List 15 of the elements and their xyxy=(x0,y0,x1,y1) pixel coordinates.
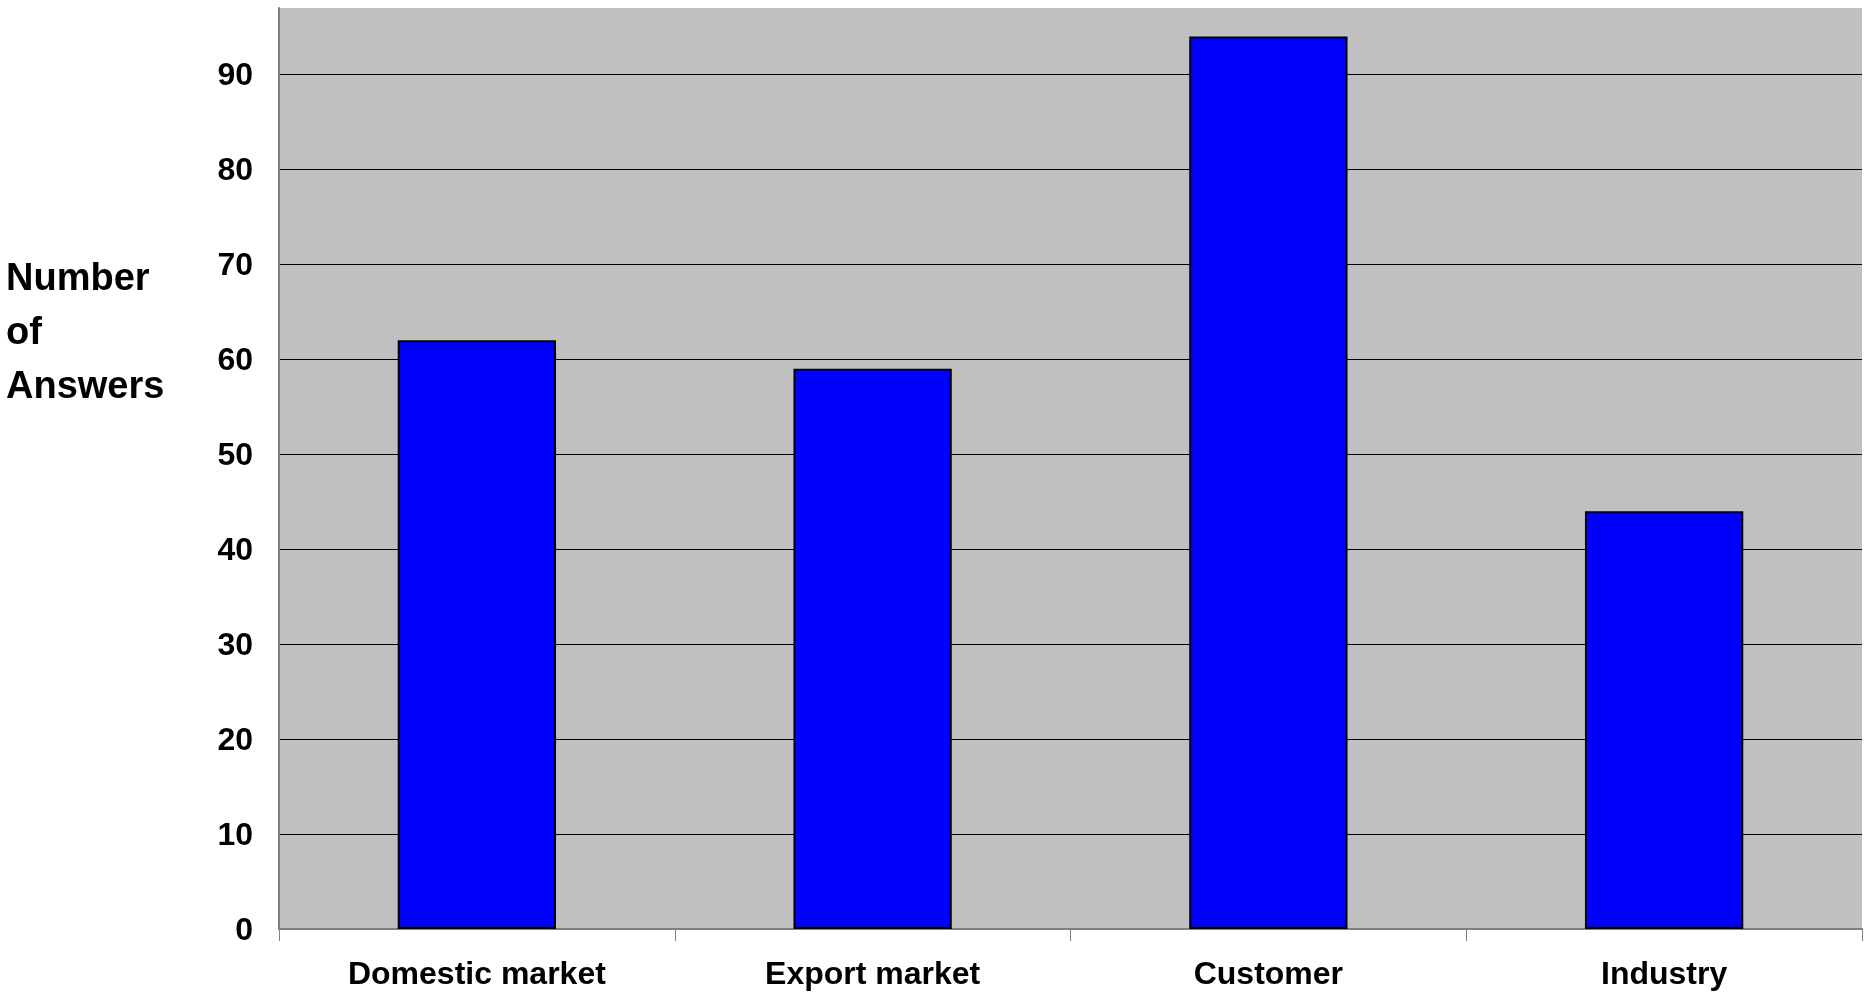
y-tick-label: 30 xyxy=(217,626,253,663)
y-tick-label: 40 xyxy=(217,531,253,568)
x-tick-label: Export market xyxy=(765,955,981,991)
y-tick-label: 90 xyxy=(217,56,253,93)
y-tick-label: 50 xyxy=(217,436,253,473)
y-tick-label: 10 xyxy=(217,816,253,853)
y-tick-label: 20 xyxy=(217,721,253,758)
y-tick-label: 0 xyxy=(235,911,253,947)
y-tick-label: 60 xyxy=(217,341,253,378)
y-axis-title: Number of Answers xyxy=(6,256,165,406)
y-tick-label: 70 xyxy=(217,246,253,283)
y-tick-label: 80 xyxy=(217,151,253,188)
x-tick-label: Customer xyxy=(1193,955,1344,991)
x-tick-label: Industry xyxy=(1601,955,1728,991)
x-tick-label: Domestic market xyxy=(347,955,607,991)
